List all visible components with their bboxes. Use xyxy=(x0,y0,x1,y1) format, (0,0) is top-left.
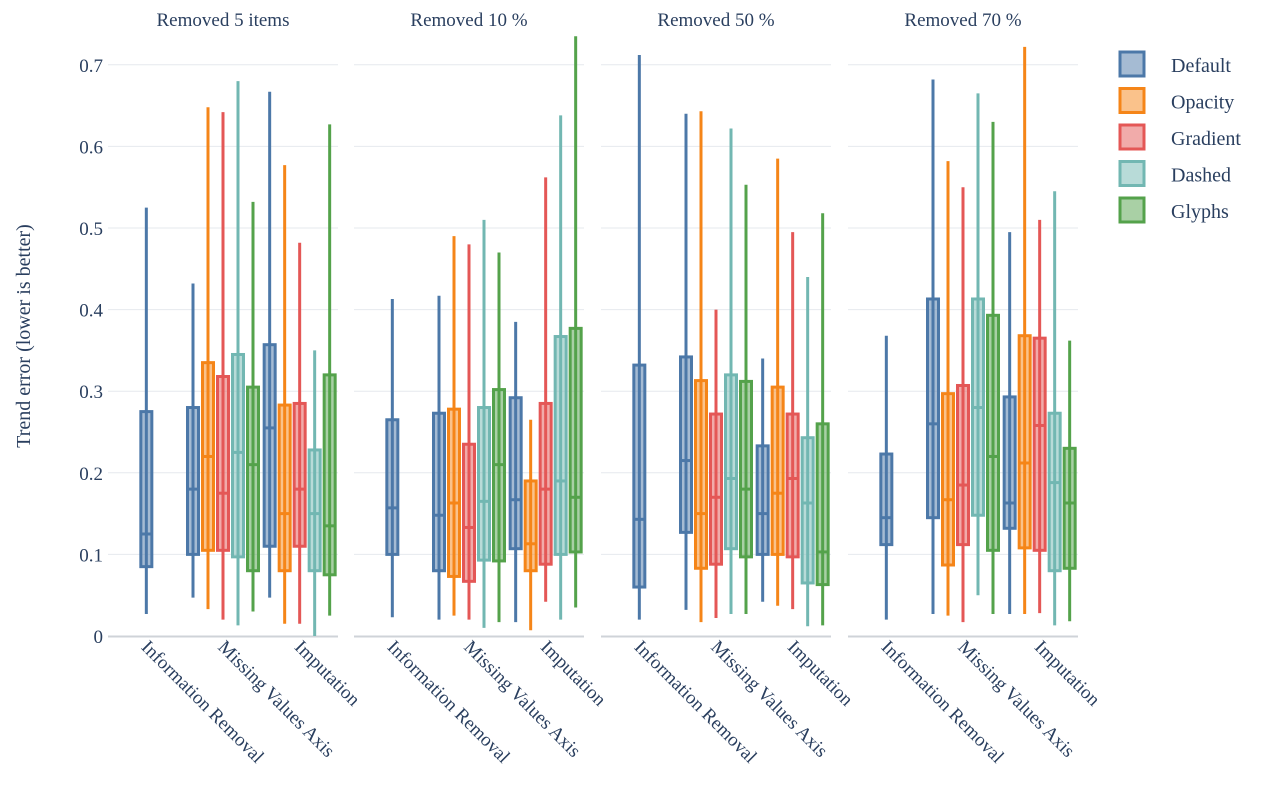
box-gradient xyxy=(709,412,723,566)
y-axis-title: Trend error (lower is better) xyxy=(13,224,35,448)
box-opacity xyxy=(1017,334,1032,550)
y-tick-label: 0.3 xyxy=(79,382,103,403)
box-default xyxy=(679,355,693,534)
legend-swatch-opacity xyxy=(1118,87,1146,114)
box-dashed xyxy=(231,352,245,559)
box-opacity xyxy=(277,403,292,573)
box-gradient xyxy=(462,442,476,583)
box-glyphs xyxy=(322,373,337,577)
box-dashed xyxy=(553,335,568,556)
box-glyphs xyxy=(986,313,1000,552)
box-dashed xyxy=(800,436,815,585)
legend-swatch-default xyxy=(1118,50,1146,78)
box-opacity xyxy=(694,379,708,570)
box-dashed xyxy=(1047,411,1062,573)
panel-title: Removed 70 % xyxy=(904,10,1021,31)
box-gradient xyxy=(216,375,230,552)
box-gradient xyxy=(785,412,800,559)
box-glyphs xyxy=(568,326,583,554)
legend-label: Opacity xyxy=(1171,92,1234,114)
box-opacity xyxy=(523,479,538,573)
box-opacity xyxy=(447,407,461,578)
box-default xyxy=(186,406,200,556)
panel-title: Removed 5 items xyxy=(157,10,290,31)
legend-swatch-glyphs xyxy=(1118,196,1146,224)
legend-label: Glyphs xyxy=(1171,201,1229,223)
panel-title: Removed 10 % xyxy=(410,10,527,31)
legend-swatch-gradient xyxy=(1118,123,1146,151)
y-tick-label: 0.6 xyxy=(79,137,103,158)
x-tick-label: Imputation xyxy=(783,637,857,711)
x-tick-label: Imputation xyxy=(536,637,610,711)
box-dashed xyxy=(307,448,322,573)
y-tick-label: 0 xyxy=(94,627,104,648)
box-gradient xyxy=(956,383,970,547)
legend-label: Gradient xyxy=(1171,128,1241,150)
box-glyphs xyxy=(815,422,830,587)
box-dashed xyxy=(477,406,491,562)
box-default xyxy=(385,418,400,556)
y-tick-label: 0.1 xyxy=(79,545,103,566)
box-glyphs xyxy=(1062,446,1077,570)
box-default xyxy=(926,297,940,520)
box-default xyxy=(755,444,770,556)
box-dashed xyxy=(724,373,738,551)
legend-swatch-dashed xyxy=(1118,160,1146,187)
box-opacity xyxy=(770,385,785,556)
y-tick-label: 0.2 xyxy=(79,464,103,485)
box-opacity xyxy=(941,392,955,567)
box-gradient xyxy=(292,401,307,548)
box-default xyxy=(508,396,523,551)
box-default xyxy=(262,343,277,548)
box-glyphs xyxy=(739,379,753,559)
box-default xyxy=(632,363,647,589)
y-tick-label: 0.4 xyxy=(79,301,103,322)
box-gradient xyxy=(538,401,553,566)
y-tick-label: 0.7 xyxy=(79,56,103,77)
box-default xyxy=(879,452,894,547)
box-default xyxy=(1002,395,1017,530)
legend-label: Dashed xyxy=(1171,165,1231,187)
x-tick-label: Imputation xyxy=(290,637,364,711)
box-gradient xyxy=(1032,336,1047,552)
legend-label: Default xyxy=(1171,55,1231,77)
x-tick-label: Imputation xyxy=(1030,637,1104,711)
panel-title: Removed 50 % xyxy=(657,10,774,31)
box-default xyxy=(432,411,446,573)
y-tick-label: 0.5 xyxy=(79,219,103,240)
box-glyphs xyxy=(246,385,260,573)
box-default xyxy=(139,410,154,569)
box-glyphs xyxy=(492,388,506,563)
